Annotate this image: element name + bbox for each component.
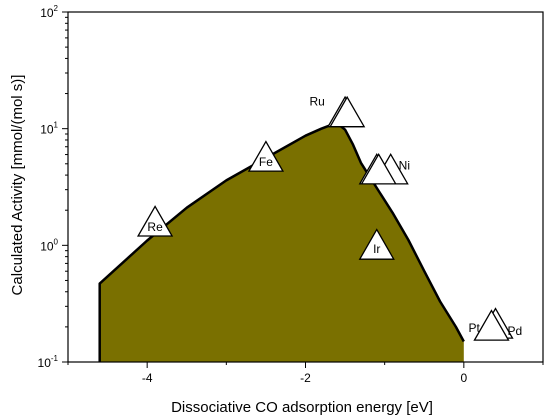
y-axis-label: Calculated Activity [mmol/(mol s)] — [9, 75, 26, 296]
marker-label-ir: Ir — [373, 242, 380, 256]
marker-pd — [473, 309, 510, 341]
marker-fe — [247, 140, 285, 172]
marker-label-ni: Ni — [399, 159, 410, 173]
marker-ru — [329, 95, 366, 128]
marker-label-pd: Pd — [507, 324, 522, 338]
y-tick-label: 100 — [40, 237, 58, 253]
marker-rh-front — [360, 152, 397, 185]
marker-ir — [358, 228, 395, 260]
markers-layer: ReFeCoRuRhNiIrPtPd — [136, 94, 522, 341]
marker-label-re: Re — [147, 220, 163, 234]
marker-label-pt: Pt — [469, 321, 481, 335]
marker-label-fe: Fe — [259, 155, 273, 169]
y-tick-label: 10-1 — [38, 354, 59, 370]
x-tick-label: -4 — [142, 371, 153, 385]
axes-layer: -4 -2 0 10-1 100 101 102 — [38, 4, 544, 385]
y-tick-label: 102 — [40, 4, 58, 20]
y-tick-label: 101 — [40, 121, 58, 137]
x-axis-label: Dissociative CO adsorption energy [eV] — [171, 399, 433, 416]
x-tick-label: 0 — [460, 371, 467, 385]
x-tick-label: -2 — [300, 371, 311, 385]
marker-label-ru: Ru — [309, 94, 324, 108]
marker-re — [136, 205, 174, 237]
